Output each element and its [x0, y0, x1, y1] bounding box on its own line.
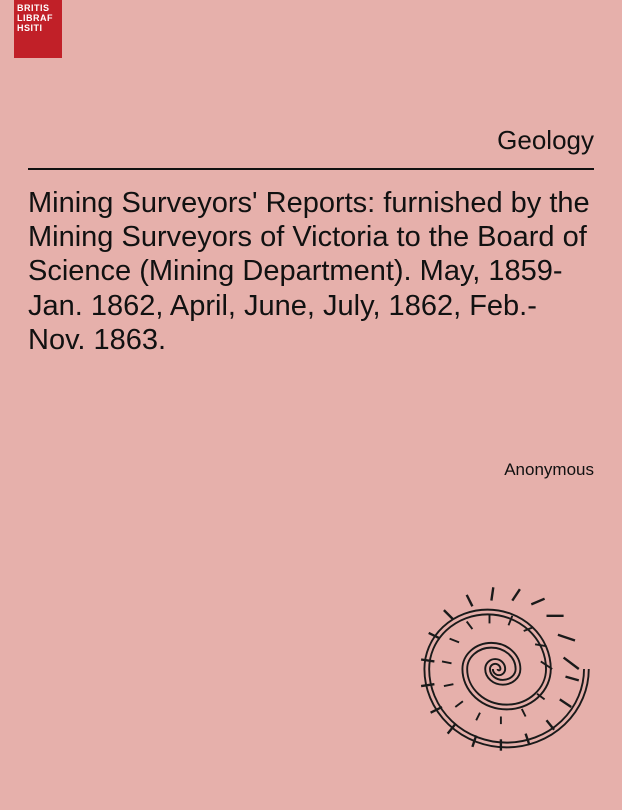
subject-heading: Geology [497, 125, 594, 156]
library-label: BRITIS LIBRAF HSITI [14, 0, 62, 58]
author-name: Anonymous [504, 460, 594, 480]
label-line: HSITI [17, 24, 59, 34]
label-line: LIBRAF [17, 14, 59, 24]
horizontal-rule [28, 168, 594, 170]
label-line: BRITIS [17, 4, 59, 14]
book-title: Mining Surveyors' Reports: furnished by … [28, 186, 594, 357]
ammonite-fossil-icon [404, 574, 594, 764]
